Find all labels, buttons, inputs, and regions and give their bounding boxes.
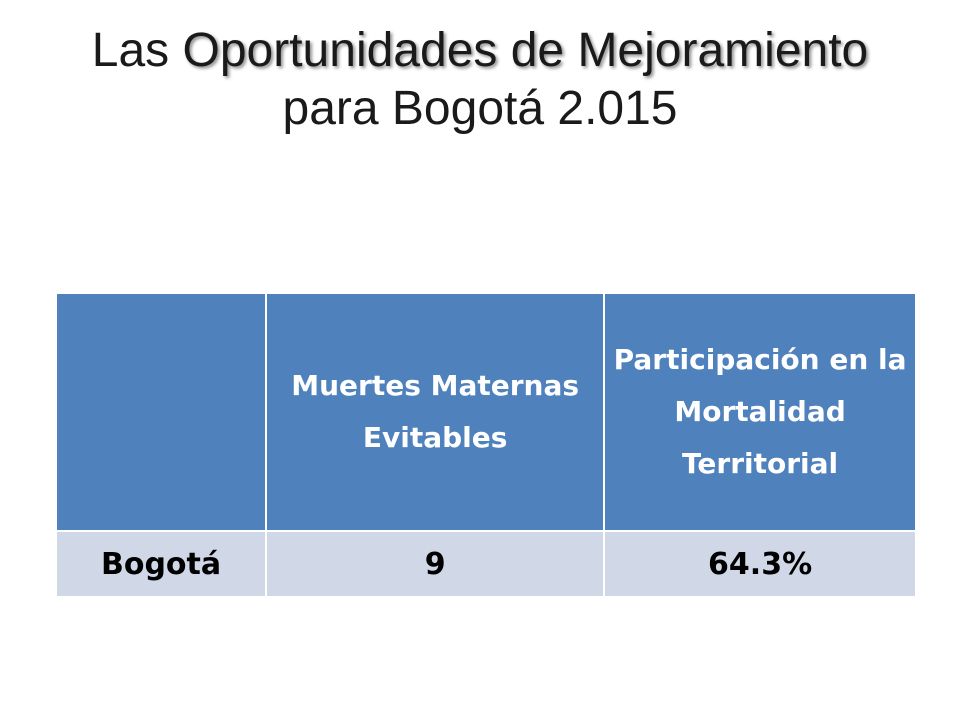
data-table: Muertes Maternas Evitables Participación… <box>54 292 917 598</box>
table-body: Bogotá 9 64.3% <box>54 530 917 598</box>
header-cell-muertes: Muertes Maternas Evitables <box>265 292 606 532</box>
title-part-1: Las <box>91 24 183 77</box>
slide-title: Las Oportunidades de Mejoramiento para B… <box>80 22 880 138</box>
cell-muertes: 9 <box>265 530 606 598</box>
header-row: Muertes Maternas Evitables Participación… <box>54 292 917 532</box>
header-cell-empty <box>54 292 268 532</box>
cell-region: Bogotá <box>54 530 268 598</box>
title-emphasis: Oportunidades de Mejoramiento <box>182 24 869 77</box>
table-header: Muertes Maternas Evitables Participación… <box>54 292 917 532</box>
table-row: Bogotá 9 64.3% <box>54 530 917 598</box>
cell-participacion: 64.3% <box>603 530 917 598</box>
header-cell-participacion: Participación en la Mortalidad Territori… <box>603 292 917 532</box>
title-part-3: para Bogotá 2.015 <box>282 82 678 135</box>
